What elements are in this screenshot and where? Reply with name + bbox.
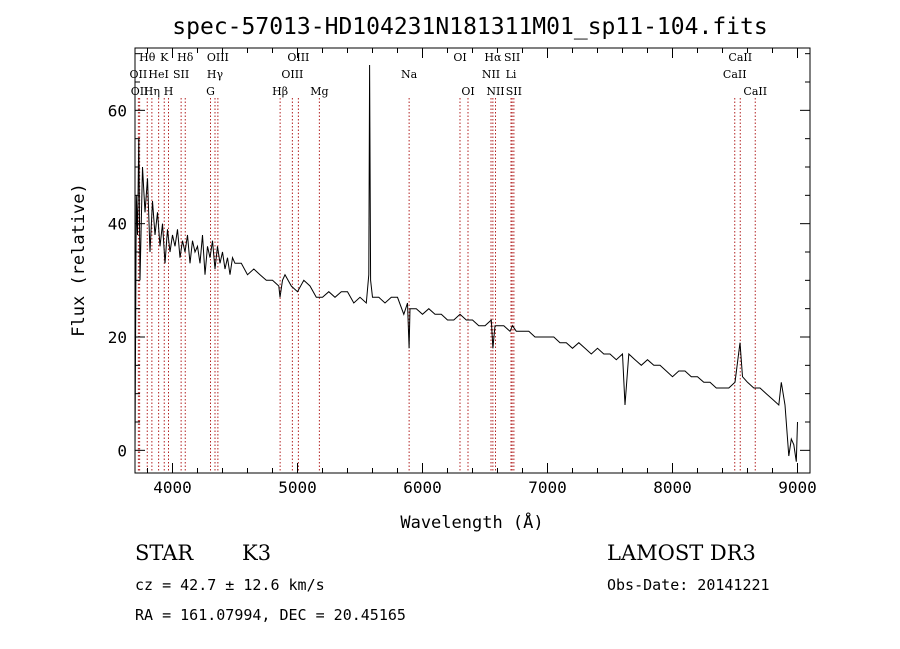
line-marker-label: H bbox=[164, 85, 174, 98]
line-marker-label: CaII bbox=[743, 85, 767, 98]
line-marker-label: OIII bbox=[281, 68, 303, 81]
x-tick-label: 4000 bbox=[153, 478, 192, 497]
line-marker-label: OII bbox=[130, 68, 148, 81]
line-marker-label: OIII bbox=[207, 51, 229, 64]
line-marker-label: Mg bbox=[310, 85, 328, 98]
y-tick-label: 40 bbox=[108, 215, 127, 234]
x-tick-label: 6000 bbox=[403, 478, 442, 497]
line-marker-label: CaII bbox=[723, 68, 747, 81]
line-marker-label: Hβ bbox=[272, 85, 288, 98]
y-axis-label: Flux (relative) bbox=[69, 183, 89, 337]
line-marker-label: Hγ bbox=[207, 68, 224, 81]
line-marker-label: Hη bbox=[144, 85, 160, 98]
line-marker-label: OI bbox=[461, 85, 474, 98]
line-marker-label: Li bbox=[506, 68, 517, 81]
x-tick-label: 8000 bbox=[653, 478, 692, 497]
chart-title: spec-57013-HD104231N181311M01_sp11-104.f… bbox=[172, 14, 767, 40]
coords-value: RA = 161.07994, DEC = 20.45165 bbox=[135, 606, 406, 624]
y-tick-label: 60 bbox=[108, 101, 127, 120]
x-tick-label: 9000 bbox=[778, 478, 817, 497]
line-marker-label: Hδ bbox=[177, 51, 194, 64]
line-marker-label: K bbox=[160, 51, 169, 64]
line-marker-label: HeI bbox=[148, 68, 168, 81]
line-marker-label: Hθ bbox=[139, 51, 156, 64]
line-marker-label: Hα bbox=[484, 51, 502, 64]
plot-frame bbox=[134, 47, 811, 474]
survey-label: LAMOST DR3 bbox=[607, 541, 756, 565]
line-marker-label: OIII bbox=[287, 51, 309, 64]
x-axis: 4000 5000 6000 7000 8000 9000 bbox=[147, 48, 817, 497]
subclass-label: K3 bbox=[242, 541, 271, 565]
spectrum-line bbox=[134, 64, 798, 462]
x-tick-label: 7000 bbox=[528, 478, 567, 497]
obs-date: Obs-Date: 20141221 bbox=[607, 576, 770, 594]
y-tick-label: 20 bbox=[108, 328, 127, 347]
line-marker-label: Na bbox=[401, 68, 418, 81]
x-axis-label: Wavelength (Å) bbox=[400, 511, 543, 533]
class-label: STAR bbox=[135, 541, 194, 565]
line-marker-label: SII bbox=[504, 51, 520, 64]
line-marker-label: G bbox=[206, 85, 215, 98]
y-tick-label: 0 bbox=[117, 441, 127, 460]
line-marker-label: SII bbox=[506, 85, 522, 98]
line-marker-label: NII bbox=[486, 85, 504, 98]
line-marker-label: CaII bbox=[728, 51, 752, 64]
x-tick-label: 5000 bbox=[278, 478, 317, 497]
line-marker-label: NII bbox=[482, 68, 500, 81]
y-axis: 0 20 40 60 bbox=[108, 53, 810, 460]
line-marker-label: SII bbox=[173, 68, 189, 81]
cz-value: cz = 42.7 ± 12.6 km/s bbox=[135, 576, 325, 594]
line-marker-label: OI bbox=[453, 51, 466, 64]
